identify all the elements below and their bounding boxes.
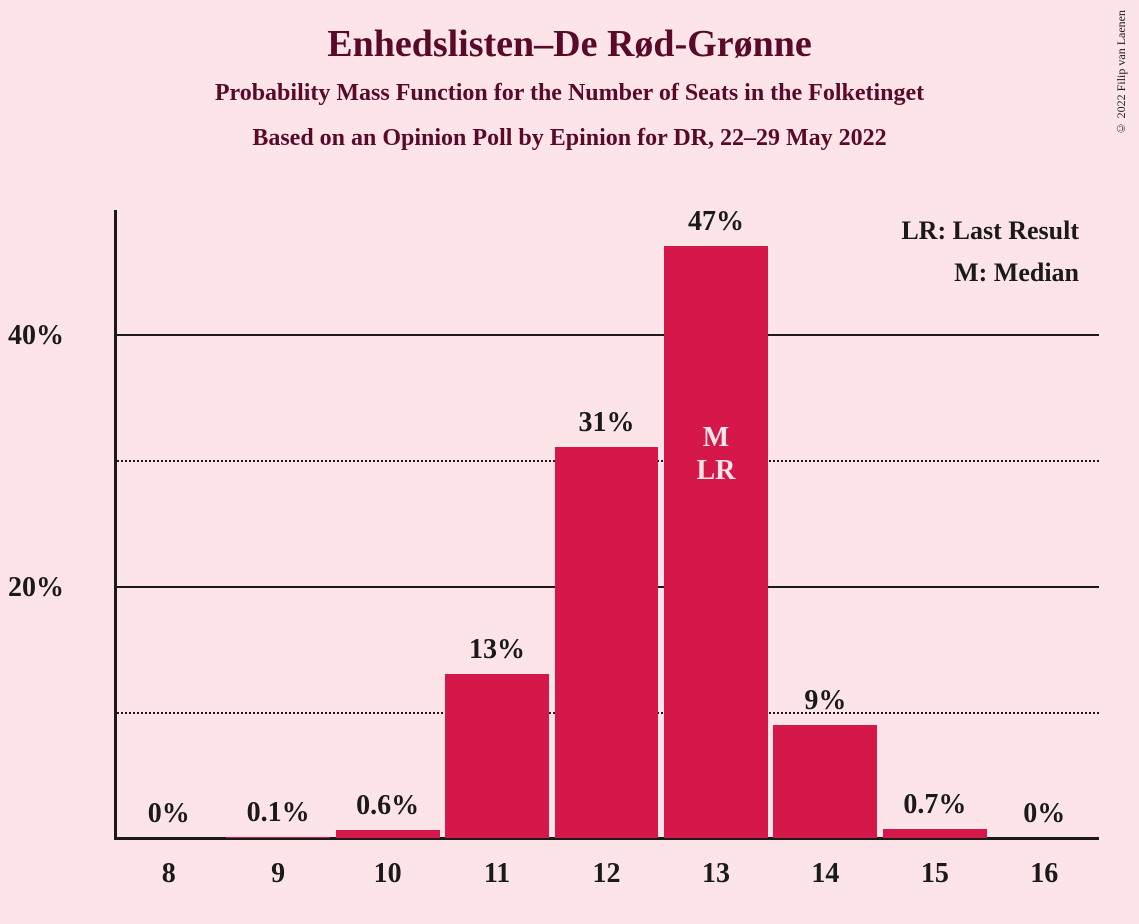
copyright-text: © 2022 Filip van Laenen <box>1114 10 1129 135</box>
bar <box>664 246 768 838</box>
x-axis-label: 8 <box>162 858 176 890</box>
plot-area: LR: Last Result M: Median 20%40%0%80.1%9… <box>114 210 1099 840</box>
bar-value-label: 0% <box>148 798 190 830</box>
chart-title: Enhedslisten–De Rød-Grønne <box>0 0 1139 66</box>
x-axis-label: 9 <box>271 858 285 890</box>
bar-value-label: 0.7% <box>903 789 966 821</box>
bar <box>226 837 330 838</box>
x-axis-label: 12 <box>593 858 621 890</box>
y-axis-label: 40% <box>8 320 64 352</box>
x-axis-label: 13 <box>702 858 730 890</box>
bar-value-label: 9% <box>804 685 846 717</box>
chart-subtitle: Probability Mass Function for the Number… <box>0 66 1139 107</box>
y-axis <box>114 210 117 840</box>
bar-value-label: 47% <box>688 206 744 238</box>
bar-value-label: 13% <box>469 634 525 666</box>
x-axis-label: 16 <box>1030 858 1058 890</box>
chart-subtitle2: Based on an Opinion Poll by Epinion for … <box>0 107 1139 152</box>
x-axis-label: 10 <box>374 858 402 890</box>
bar-annotation: MLR <box>696 421 735 488</box>
bar-value-label: 0.1% <box>247 797 310 829</box>
legend-m: M: Median <box>901 252 1079 294</box>
x-axis-label: 14 <box>811 858 839 890</box>
bar-value-label: 31% <box>579 407 635 439</box>
bar <box>555 447 659 838</box>
bar <box>445 674 549 838</box>
legend-lr: LR: Last Result <box>901 210 1079 252</box>
bar-value-label: 0% <box>1023 798 1065 830</box>
x-axis-label: 15 <box>921 858 949 890</box>
chart-container: Enhedslisten–De Rød-Grønne Probability M… <box>0 0 1139 924</box>
x-axis-label: 11 <box>484 858 510 890</box>
bar <box>336 830 440 838</box>
bar <box>773 725 877 838</box>
bar-value-label: 0.6% <box>356 790 419 822</box>
gridline-major <box>114 334 1099 336</box>
bar <box>883 829 987 838</box>
legend: LR: Last Result M: Median <box>901 210 1079 293</box>
y-axis-label: 20% <box>8 572 64 604</box>
